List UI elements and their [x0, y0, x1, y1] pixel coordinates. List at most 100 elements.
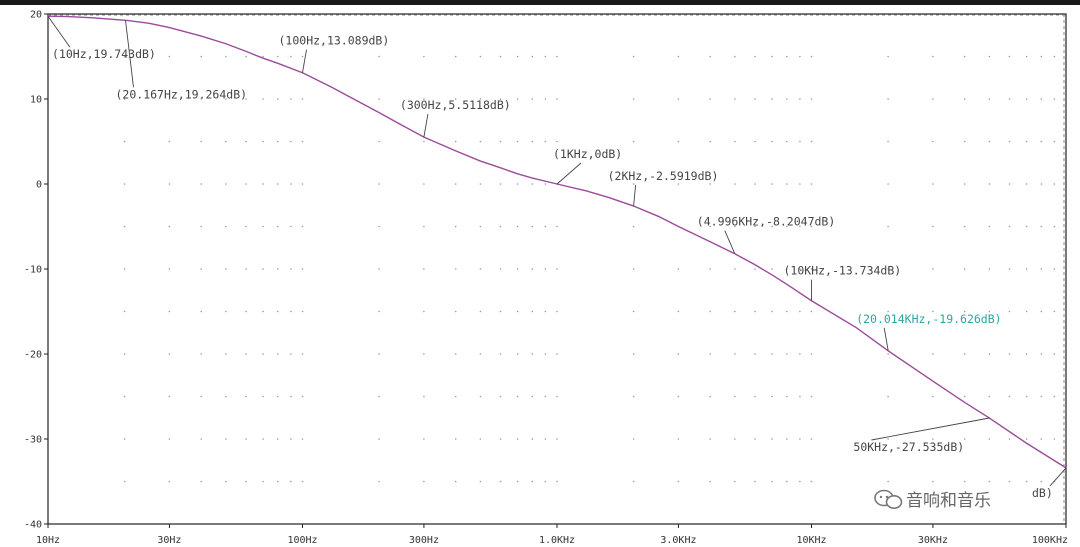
grid-dot: [810, 310, 813, 313]
grid-dot: [168, 98, 171, 100]
grid-dot: [262, 55, 264, 58]
grid-dot: [677, 55, 680, 58]
grid-dot: [556, 268, 558, 270]
grid-dot: [988, 183, 991, 185]
grid-dot: [754, 353, 756, 355]
grid-dot: [988, 310, 991, 313]
annotation-leader: [556, 162, 582, 185]
grid-dot: [1040, 55, 1043, 58]
grid-dot: [531, 183, 534, 185]
grid-dot: [1008, 268, 1011, 270]
grid-dot: [786, 310, 788, 313]
grid-dot: [632, 140, 635, 143]
grid-dot: [932, 98, 934, 100]
grid-dot: [516, 183, 519, 185]
y-tick-label: -30: [24, 435, 42, 446]
grid-dot: [531, 55, 534, 58]
grid-dot: [556, 480, 558, 483]
grid-dot: [544, 140, 547, 143]
grid-dot: [1053, 140, 1056, 143]
annotations-layer: (10Hz,19.743dB) (20.167Hz,19.264dB) (100Hz…: [47, 15, 1067, 500]
grid-dot: [245, 268, 247, 270]
y-tick-label: 10: [30, 95, 42, 106]
x-tick-label: 100KHz: [1032, 535, 1068, 546]
grid-dot: [531, 225, 534, 228]
grid-dot: [1008, 353, 1011, 355]
grid-dot: [1040, 395, 1043, 398]
grid-dot: [544, 353, 547, 355]
grid-dot: [556, 140, 558, 143]
grid-dot: [225, 480, 227, 483]
annotation-label: 50KHz,-27.535dB): [853, 440, 964, 454]
grid-dot: [499, 55, 502, 58]
grid-dot: [479, 480, 482, 483]
grid-dot: [479, 55, 482, 58]
grid-dot: [301, 55, 304, 58]
grid-dot: [378, 310, 380, 313]
grid-dot: [786, 438, 788, 440]
grid-dot: [245, 183, 247, 185]
grid-dot: [709, 438, 711, 440]
grid-dot: [516, 55, 519, 58]
grid-dot: [1025, 225, 1028, 228]
grid-dot: [262, 310, 264, 313]
grid-dot: [754, 310, 756, 313]
grid-dot: [531, 98, 534, 100]
grid-dot: [887, 438, 889, 440]
grid-dot: [499, 480, 502, 483]
grid-dot: [1025, 480, 1028, 483]
grid-dot: [378, 438, 380, 440]
grid-dot: [262, 480, 264, 483]
grid-dot: [245, 480, 247, 483]
grid-dot: [932, 183, 934, 185]
grid-dot: [531, 353, 534, 355]
grid-dot: [771, 310, 773, 313]
grid-dot: [887, 225, 889, 228]
grid-dot: [200, 438, 202, 440]
annotation: (10KHz,-13.734dB): [784, 264, 902, 301]
grid-dot: [632, 225, 635, 228]
grid-dot: [225, 438, 227, 440]
grid-dot: [123, 98, 126, 100]
grid-dot: [799, 438, 801, 440]
grid-dot: [277, 395, 279, 398]
grid-dot: [544, 183, 547, 185]
grid-dot: [423, 55, 425, 58]
grid-dot: [771, 480, 773, 483]
grid-dot: [277, 98, 279, 100]
grid-dot: [754, 225, 756, 228]
grid-dot: [1008, 395, 1011, 398]
grid-dot: [123, 310, 126, 313]
grid-dot: [1008, 438, 1011, 440]
grid-dot: [378, 140, 380, 143]
grid-dot: [963, 438, 966, 440]
grid-dot: [988, 480, 991, 483]
grid-dot: [932, 268, 934, 270]
grid-dot: [168, 268, 171, 270]
grid-dot: [1008, 310, 1011, 313]
grid-dot: [988, 353, 991, 355]
grid-dot: [301, 353, 304, 355]
grid-dot: [499, 310, 502, 313]
grid-dot: [200, 183, 202, 185]
series-layer: [47, 15, 1067, 469]
annotation-label: (10KHz,-13.734dB): [784, 264, 902, 278]
grid-dot: [1053, 98, 1056, 100]
grid-dot: [988, 395, 991, 398]
grid-dot: [799, 225, 801, 228]
grid-dot: [290, 310, 292, 313]
annotation-leader: [125, 20, 134, 88]
grid-dot: [245, 438, 247, 440]
annotation-label: (300Hz,5.5118dB): [400, 98, 511, 112]
grid-dot: [632, 310, 635, 313]
grid-dot: [734, 395, 736, 398]
grid-dot: [245, 395, 247, 398]
grid-dot: [799, 55, 801, 58]
grid-dot: [290, 98, 292, 100]
grid-dot: [301, 480, 304, 483]
grid-dot: [225, 225, 227, 228]
grid-dot: [709, 98, 711, 100]
grid-dot: [245, 55, 247, 58]
grid-dot: [200, 310, 202, 313]
grid-dot: [168, 55, 171, 58]
